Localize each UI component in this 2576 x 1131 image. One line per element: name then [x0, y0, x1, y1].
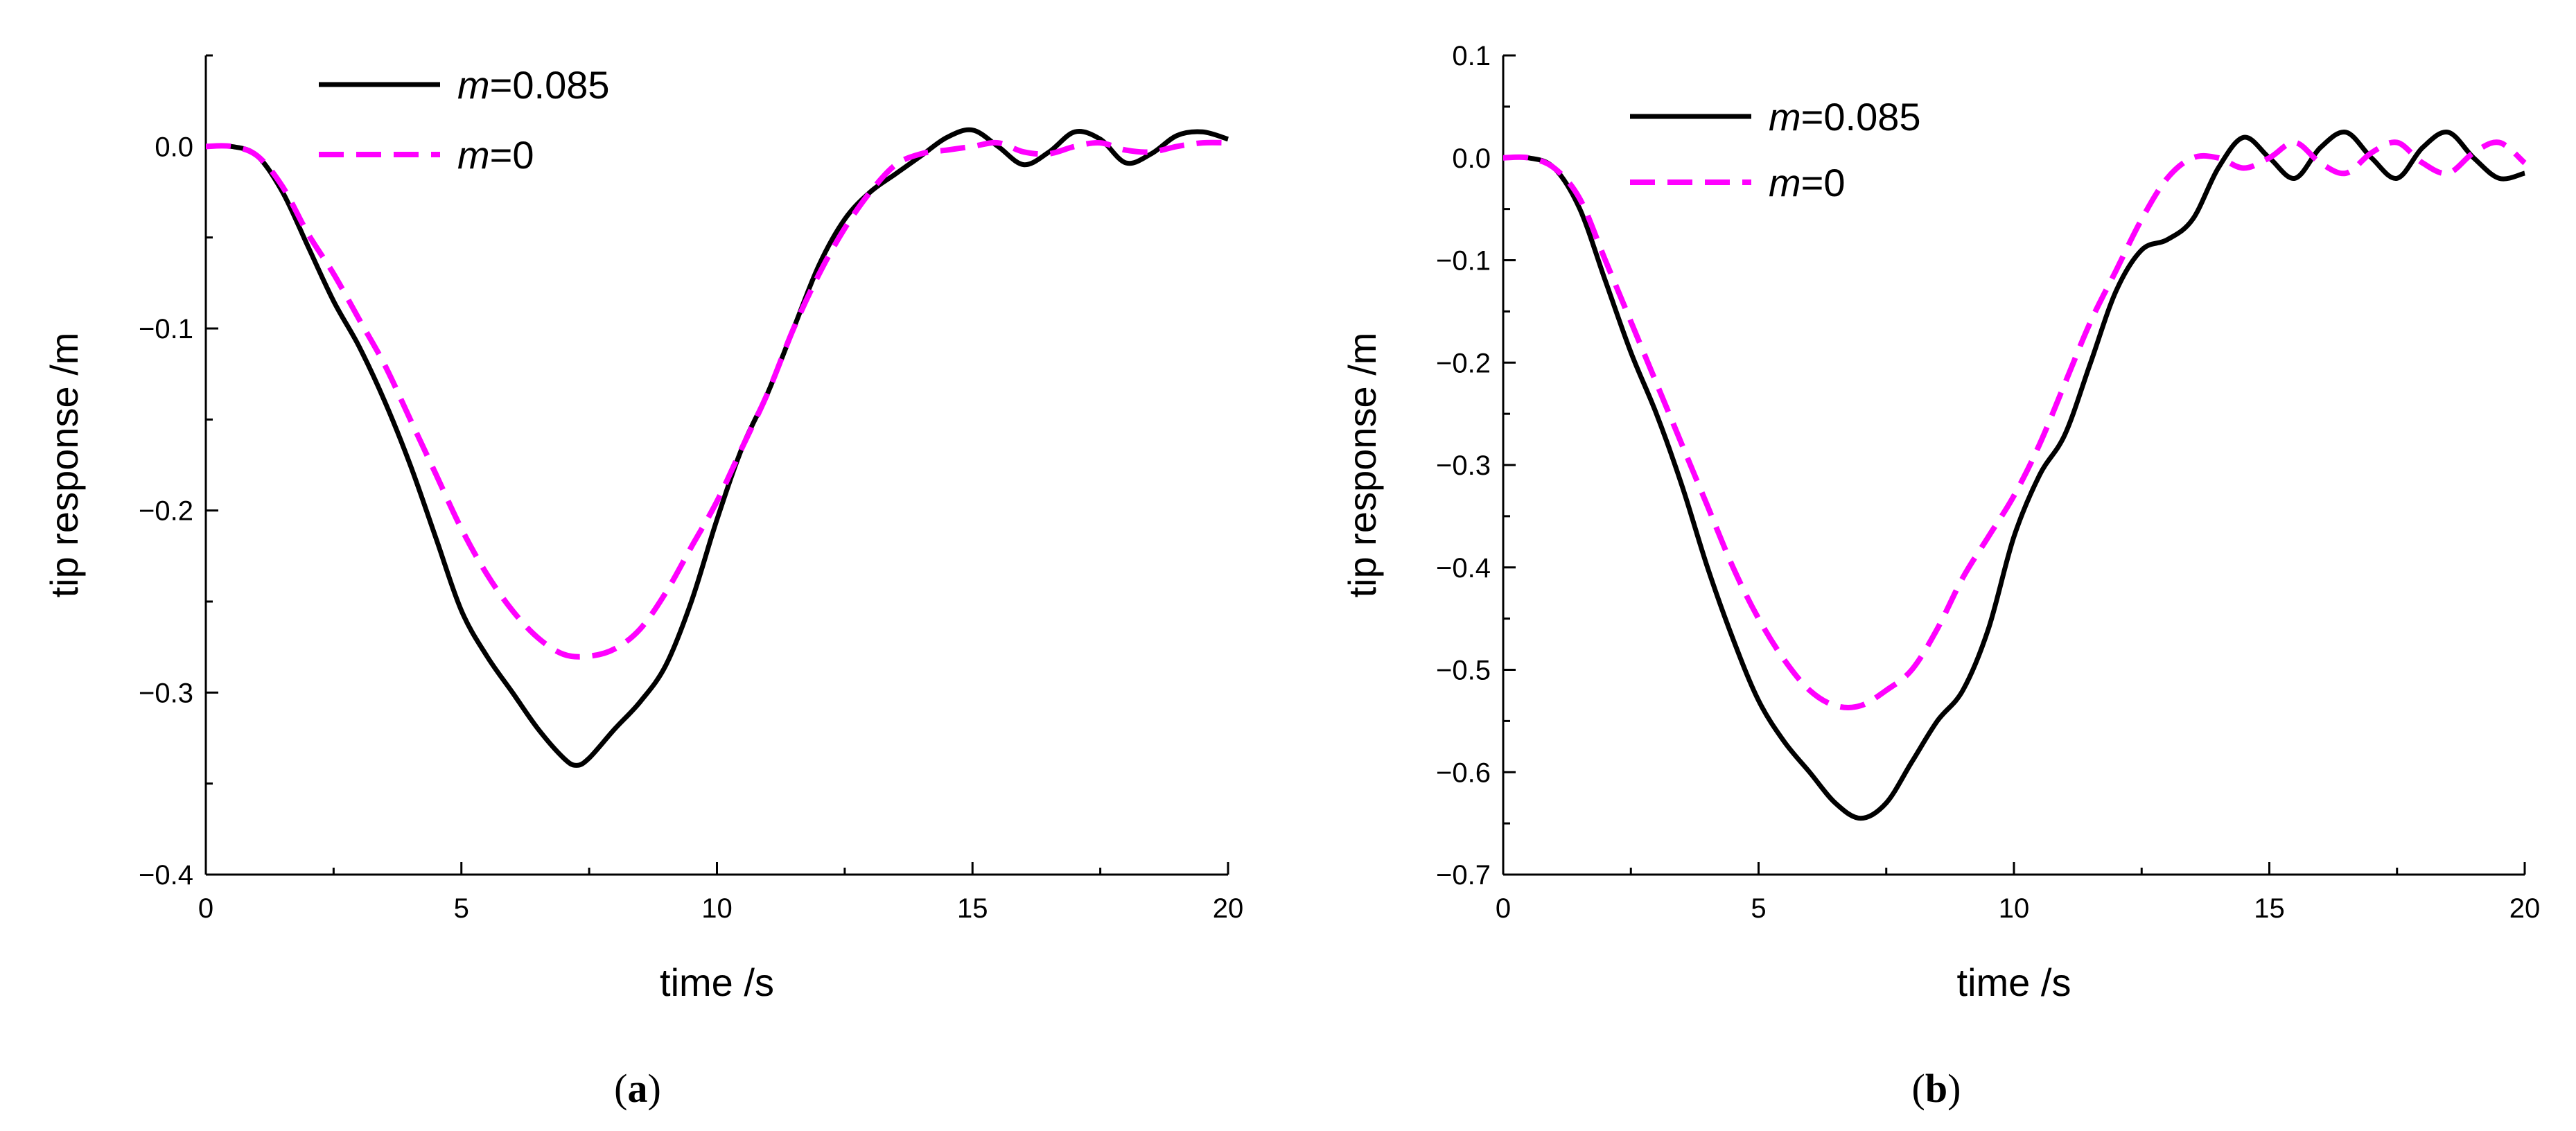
- x-axis-title: time /s: [660, 961, 774, 1004]
- y-tick-label: −0.2: [1436, 348, 1491, 378]
- legend-label: m=0.085: [1769, 95, 1921, 139]
- series-line-m0: [1502, 139, 2527, 710]
- y-tick-label: −0.5: [1436, 656, 1491, 686]
- y-axis-title: tip response /m: [1340, 333, 1384, 598]
- panel-caption: (a): [614, 1066, 661, 1111]
- x-tick-label: 20: [2509, 893, 2541, 924]
- x-axis-title: time /s: [1957, 961, 2071, 1004]
- panel-a: 0 5 10 15 20 0.0 −0.1 −0.2 −0.3 −0.4 time /s tip re…: [42, 54, 1244, 1111]
- legend-label-symbol: m: [1769, 95, 1801, 139]
- legend-label: m=0: [457, 133, 534, 177]
- y-tick-label: −0.3: [1436, 450, 1491, 481]
- panel-caption-letter: b: [1925, 1066, 1947, 1111]
- series-line-m0085: [1502, 130, 2525, 821]
- y-tick-label: −0.3: [139, 678, 193, 708]
- y-tick-label: −0.7: [1436, 860, 1491, 891]
- y-tick-label: −0.4: [139, 860, 193, 891]
- legend-label-value: =0.085: [490, 63, 610, 107]
- x-tick-label: 5: [1751, 893, 1766, 924]
- panel-caption-open: (: [614, 1066, 627, 1111]
- y-tick-label: 0.1: [1452, 41, 1491, 71]
- panel-caption-close: ): [1947, 1066, 1961, 1111]
- x-tick-label: 15: [957, 893, 988, 924]
- y-tick-label: −0.2: [139, 496, 193, 527]
- y-axis-title: tip response /m: [42, 333, 86, 598]
- x-tick-label: 5: [454, 893, 469, 924]
- x-tick-label: 0: [198, 893, 213, 924]
- series-line-m0085: [205, 127, 1229, 768]
- x-tick-label: 0: [1496, 893, 1511, 924]
- x-tick-label: 15: [2254, 893, 2285, 924]
- legend-label-symbol: m: [1769, 161, 1801, 204]
- y-tick-label: 0.0: [1452, 143, 1491, 174]
- series-line-m0: [205, 139, 1229, 660]
- panel-caption-letter: a: [628, 1066, 648, 1111]
- legend-label-value: =0.085: [1801, 95, 1921, 139]
- y-tick-label: −0.1: [139, 314, 193, 344]
- y-tick-label: −0.4: [1436, 553, 1491, 584]
- y-tick-label: −0.6: [1436, 757, 1491, 788]
- legend-label: m=0.085: [457, 63, 610, 107]
- legend-label: m=0: [1769, 161, 1846, 204]
- y-tick-label: −0.1: [1436, 246, 1491, 277]
- legend-label-symbol: m: [457, 133, 490, 177]
- panel-caption-open: (: [1912, 1066, 1925, 1111]
- legend-label-value: =0: [1801, 161, 1846, 204]
- x-tick-label: 20: [1213, 893, 1244, 924]
- panel-caption: (b): [1912, 1066, 1961, 1111]
- panel-b: 0 5 10 15 20 0.1 0.0 −0.1 −0.2 −0.3 −0.4 −0.5 −0.6 −0…: [1340, 41, 2540, 1111]
- legend-label-value: =0: [490, 133, 534, 177]
- panel-caption-close: ): [648, 1066, 661, 1111]
- x-tick-label: 10: [701, 893, 733, 924]
- legend-label-symbol: m: [457, 63, 490, 107]
- y-tick-label: 0.0: [155, 132, 193, 162]
- x-tick-label: 10: [1999, 893, 2030, 924]
